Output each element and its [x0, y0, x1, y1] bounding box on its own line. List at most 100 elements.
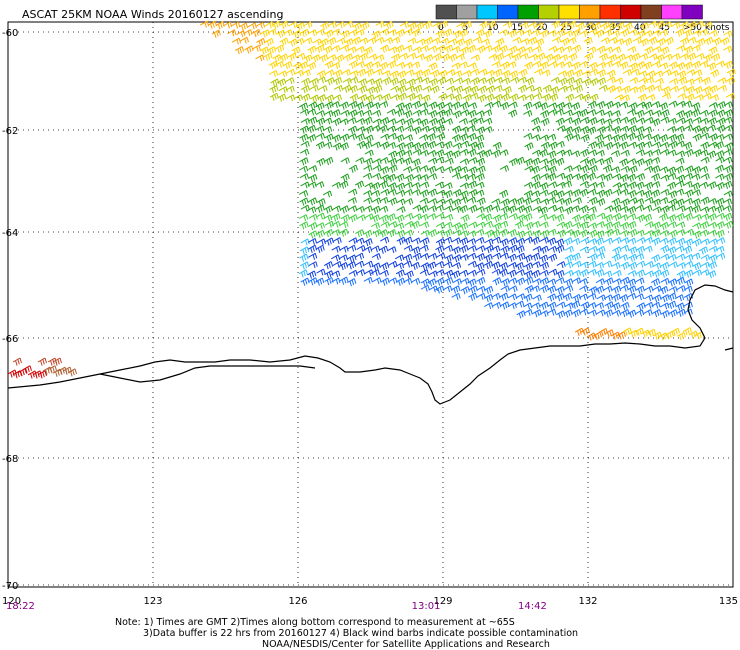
wind-barb-icon [546, 278, 557, 286]
wind-barb-icon [427, 278, 437, 287]
wind-barb-icon [707, 213, 717, 222]
wind-barb-icon [639, 38, 649, 47]
wind-barb-icon [581, 93, 591, 102]
wind-barb-icon [478, 68, 488, 76]
wind-barb-icon [717, 77, 727, 85]
wind-barb-icon [563, 45, 573, 53]
wind-barb-icon [403, 244, 413, 252]
wind-barb-icon [371, 253, 382, 260]
wind-barb-icon [660, 302, 670, 310]
wind-barb-icon [629, 77, 639, 84]
wind-barb-icon [316, 76, 327, 84]
wind-barb-icon [427, 213, 437, 220]
wind-barb-icon [603, 285, 613, 293]
colorbar-swatch [517, 4, 539, 20]
wind-barb-icon [671, 22, 681, 29]
wind-barb-icon [452, 189, 462, 198]
wind-barb-icon [548, 61, 558, 69]
wind-barb-icon [658, 29, 669, 37]
wind-barb-icon [587, 46, 597, 54]
wind-barb-icon [700, 261, 710, 269]
wind-barb-icon [604, 329, 614, 338]
wind-barb-icon [604, 205, 614, 213]
wind-barb-icon [395, 102, 405, 111]
wind-barb-icon [295, 22, 305, 31]
wind-barb-icon [324, 60, 334, 69]
wind-barb-icon [439, 20, 449, 28]
wind-barb-icon [428, 78, 439, 87]
wind-barb-icon [562, 292, 573, 302]
wind-barb-icon [451, 198, 462, 207]
wind-barb-icon [315, 102, 325, 111]
wind-barb-icon [643, 309, 653, 317]
wind-barb-icon [499, 292, 509, 301]
wind-barb-icon [482, 109, 493, 117]
wind-barb-icon [499, 238, 509, 247]
wind-barb-icon [554, 206, 565, 213]
wind-barb-icon [383, 37, 393, 45]
wind-barb-icon [397, 85, 407, 94]
wind-barb-icon [300, 117, 310, 125]
wind-barb-icon [428, 62, 438, 71]
wind-barb-icon [634, 309, 645, 317]
wind-barb-icon [468, 189, 478, 198]
wind-barb-icon [356, 140, 366, 149]
wind-barb-icon [541, 69, 551, 77]
wind-barb-icon [420, 229, 430, 237]
wind-barb-icon [588, 181, 598, 189]
wind-barb-icon [644, 46, 654, 55]
wind-barb-icon [644, 270, 654, 278]
wind-barb-icon [519, 52, 529, 60]
wind-barb-icon [700, 196, 710, 205]
wind-barb-icon [419, 118, 429, 127]
wind-barb-icon [278, 53, 289, 62]
wind-barb-icon [466, 124, 477, 132]
wind-barb-icon [531, 134, 541, 142]
wind-barb-icon [606, 76, 616, 84]
wind-barb-icon [372, 118, 382, 126]
wind-barb-icon [420, 278, 430, 287]
wind-barb-icon [300, 140, 310, 148]
wind-barb-icon [315, 28, 326, 36]
wind-barb-icon [307, 237, 318, 245]
wind-barb-icon [288, 38, 298, 47]
wind-barb-icon [696, 37, 706, 47]
wind-barb-icon [659, 237, 669, 245]
wind-barb-icon [424, 36, 434, 46]
wind-barb-icon [333, 84, 344, 92]
wind-barb-icon [411, 277, 421, 285]
wind-barb-icon [611, 221, 621, 230]
wind-barb-icon [354, 252, 365, 260]
wind-barb-icon [547, 293, 557, 302]
wind-barb-icon [324, 220, 334, 228]
wind-barb-icon [330, 101, 341, 109]
wind-barb-icon [532, 245, 542, 253]
wind-barb-icon [475, 173, 485, 182]
wind-barb-icon [572, 260, 582, 268]
wind-barb-icon [539, 269, 549, 277]
wind-barb-icon [587, 188, 597, 196]
wind-barb-icon [612, 188, 622, 196]
wind-barb-icon [707, 198, 718, 205]
wind-barb-icon [438, 93, 448, 102]
wind-barb-icon [524, 61, 534, 70]
wind-barb-icon [504, 52, 514, 60]
wind-barb-icon [315, 244, 325, 253]
wind-barb-icon [403, 253, 413, 262]
wind-barb-icon [460, 286, 470, 295]
wind-barb-icon [519, 22, 529, 29]
wind-barb-icon [324, 228, 334, 238]
wind-barb-icon [436, 252, 446, 260]
wind-barb-icon [710, 53, 721, 62]
wind-barb-icon [571, 269, 581, 277]
wind-barb-icon [299, 197, 309, 206]
wind-barb-icon [635, 181, 645, 190]
wind-barb-icon [365, 94, 375, 103]
wind-barb-icon [362, 141, 373, 150]
wind-barb-icon [445, 93, 455, 101]
wind-barb-icon [723, 124, 734, 132]
wind-barb-icon [620, 276, 630, 285]
wind-barb-icon [643, 30, 653, 38]
wind-barb-icon [403, 110, 413, 119]
wind-barb-icon [658, 332, 668, 341]
